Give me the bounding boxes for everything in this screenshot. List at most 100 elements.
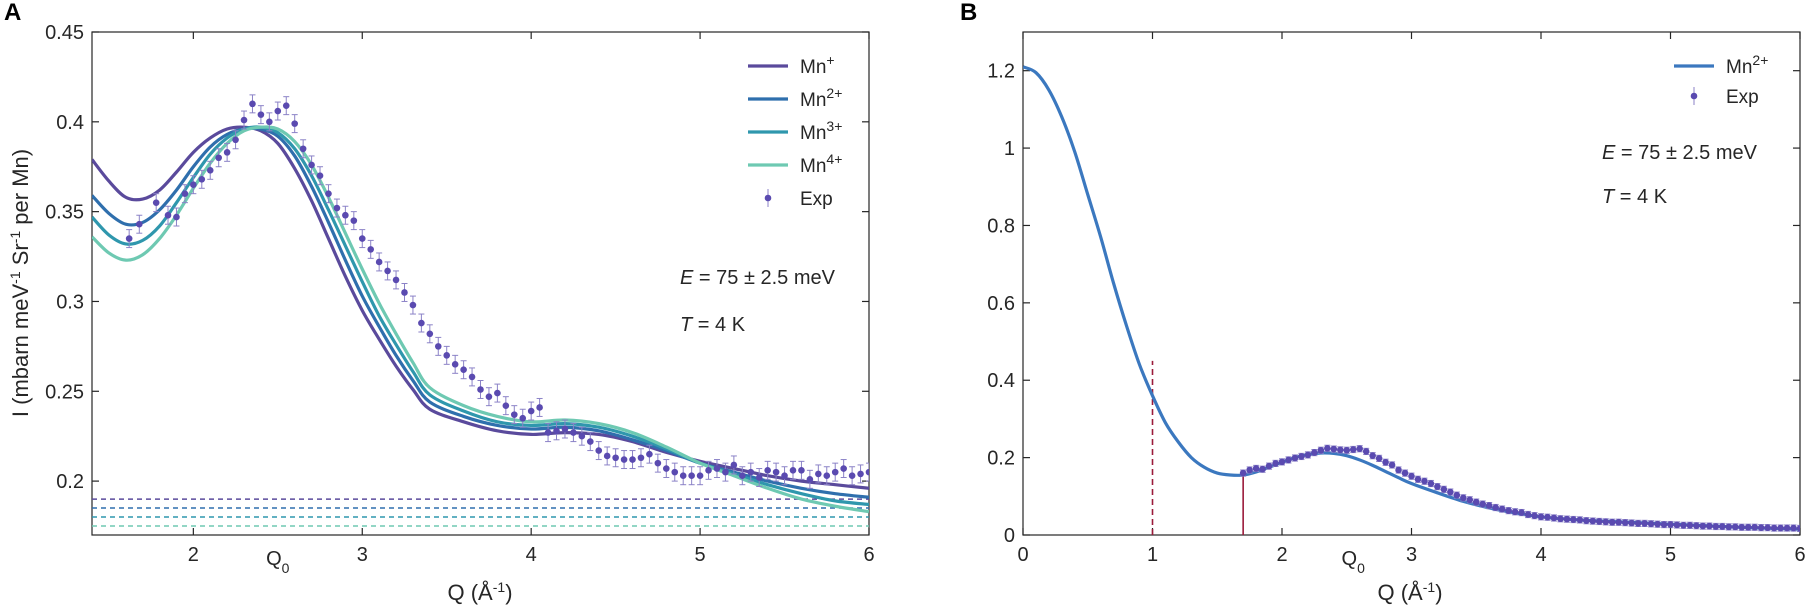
panel-a-x-ticks: 2 3 4 5 6 xyxy=(188,32,875,566)
b-y-tick-label: 0.6 xyxy=(987,293,1015,315)
exp-point xyxy=(561,425,569,433)
exp-point xyxy=(1317,446,1325,454)
exp-point xyxy=(1498,505,1506,513)
exp-point xyxy=(646,450,653,458)
exp-point xyxy=(1440,486,1448,493)
exp-point xyxy=(1388,461,1396,469)
b-x-tick-label: 2 xyxy=(1276,544,1287,566)
series-line-mn2plus xyxy=(1023,65,1800,531)
exp-point xyxy=(1434,483,1441,490)
a-x-tick-label: 4 xyxy=(526,544,537,566)
exp-point xyxy=(798,467,805,474)
exp-point xyxy=(1719,523,1726,530)
exp-point xyxy=(1583,517,1590,524)
exp-point xyxy=(1628,519,1635,527)
exp-point xyxy=(1421,477,1428,485)
exp-point xyxy=(152,199,160,206)
exp-point xyxy=(671,468,679,476)
exp-point xyxy=(494,389,501,397)
panel-a-q0-label: Q0 xyxy=(266,548,290,576)
series-line-mnplus xyxy=(92,125,869,490)
exp-point xyxy=(274,107,282,115)
exp-point xyxy=(1285,456,1292,464)
series-line-mn4plus xyxy=(92,125,869,514)
exp-point xyxy=(519,414,527,422)
exp-point xyxy=(553,427,560,435)
exp-point xyxy=(1518,509,1525,516)
panel-a-q0-text: Q xyxy=(266,548,282,570)
exp-point xyxy=(1738,523,1746,531)
exp-point xyxy=(823,472,831,480)
exp-point xyxy=(1531,512,1538,519)
exp-point xyxy=(612,454,619,462)
panel-b-annotation-energy: E = 75 ± 2.5 meV xyxy=(1602,142,1758,164)
legend-label-exp: Exp xyxy=(800,189,833,210)
exp-point xyxy=(325,190,332,197)
panel-a-annotation-energy: E = 75 ± 2.5 meV xyxy=(680,267,836,289)
panel-a-letter: A xyxy=(4,0,21,26)
exp-point xyxy=(434,343,442,350)
exp-point xyxy=(316,172,324,180)
exp-point xyxy=(722,468,729,476)
exp-point xyxy=(1621,519,1629,526)
exp-point xyxy=(865,468,869,476)
b-x-tick-label: 4 xyxy=(1535,544,1546,566)
exp-point xyxy=(1731,523,1739,531)
exp-point xyxy=(1278,458,1286,466)
exp-point xyxy=(1291,454,1299,462)
exp-point xyxy=(1349,446,1357,453)
exp-point xyxy=(232,136,239,144)
exp-point xyxy=(125,235,133,242)
exp-point xyxy=(215,154,222,162)
exp-point xyxy=(848,472,856,480)
exp-point xyxy=(240,116,248,124)
exp-point xyxy=(730,461,738,469)
exp-point xyxy=(663,465,670,472)
exp-point xyxy=(1330,445,1338,453)
panel-b-series-lines xyxy=(1023,65,1800,531)
exp-point xyxy=(190,181,197,188)
exp-point xyxy=(358,235,366,242)
exp-point xyxy=(1595,518,1603,525)
exp-point xyxy=(282,102,290,109)
legend-label-exp: Exp xyxy=(1726,87,1759,108)
panel-b-axes-frame xyxy=(1022,31,1801,536)
exp-point xyxy=(392,276,400,284)
exp-point xyxy=(1304,451,1312,459)
exp-point xyxy=(485,393,493,400)
exp-point xyxy=(181,190,189,197)
exp-point xyxy=(333,204,341,212)
exp-point xyxy=(620,456,628,463)
exp-point xyxy=(1796,525,1800,532)
exp-point xyxy=(1479,500,1487,508)
exp-point xyxy=(1680,522,1687,529)
exp-point xyxy=(1272,460,1279,467)
exp-point xyxy=(1757,524,1765,531)
a-y-tick-label: 0.35 xyxy=(45,202,84,224)
exp-point xyxy=(1557,515,1564,523)
exp-point xyxy=(1239,469,1247,477)
exp-point xyxy=(384,267,391,275)
exp-point xyxy=(1311,449,1318,456)
exp-point xyxy=(1783,524,1791,532)
exp-point xyxy=(291,120,298,127)
exp-point xyxy=(1576,516,1584,524)
b-x-tick-label: 5 xyxy=(1665,544,1676,566)
exp-point xyxy=(223,149,231,156)
exp-point xyxy=(1660,521,1668,528)
exp-point xyxy=(586,438,594,445)
exp-point xyxy=(1447,488,1454,496)
a-y-tick-label: 0.2 xyxy=(56,471,84,493)
exp-point xyxy=(713,465,721,472)
panel-b-letter: B xyxy=(960,0,977,26)
exp-point xyxy=(679,472,687,480)
b-x-tick-label: 3 xyxy=(1406,544,1417,566)
series-line-mn3plus xyxy=(92,125,869,507)
exp-point xyxy=(1744,523,1752,531)
exp-point xyxy=(1641,520,1648,527)
exp-point xyxy=(1693,522,1700,530)
legend-label-mn2plus: Mn2+ xyxy=(1726,52,1768,78)
a-x-tick-label: 3 xyxy=(357,544,368,566)
exp-point xyxy=(502,402,510,409)
a-x-tick-label: 6 xyxy=(863,544,874,566)
